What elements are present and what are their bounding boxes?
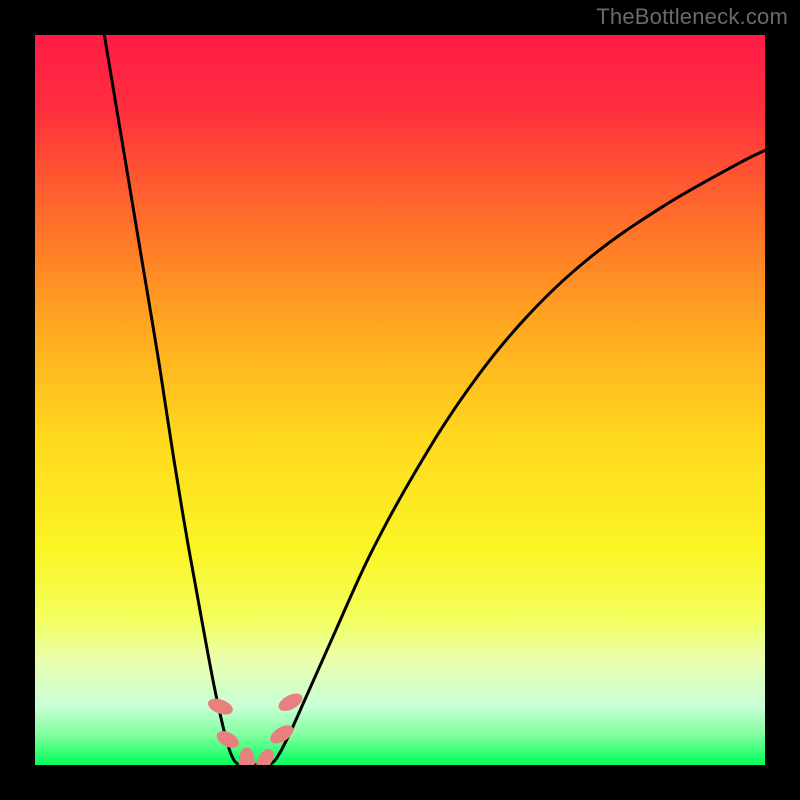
chart-frame: TheBottleneck.com <box>0 0 800 800</box>
chart-background <box>35 35 765 765</box>
plot-area <box>35 35 765 765</box>
watermark-label: TheBottleneck.com <box>596 4 788 30</box>
chart-svg <box>35 35 765 765</box>
